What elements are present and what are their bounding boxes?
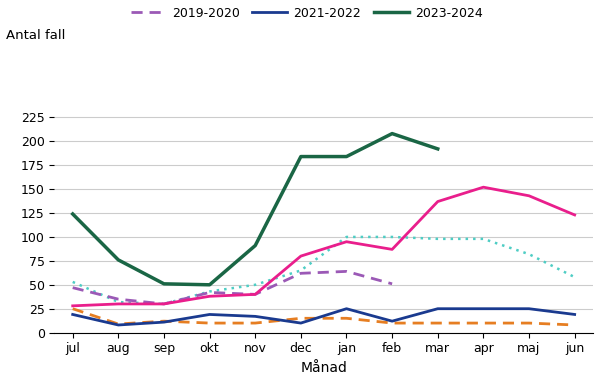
2022-2023 [434, 199, 442, 204]
2019-2020 [297, 271, 304, 276]
2020-2021 [69, 307, 76, 311]
Line: 2019-2020: 2019-2020 [73, 271, 392, 304]
2021-2022 [206, 312, 213, 317]
2022-2023 [480, 185, 487, 189]
2023-2024 [297, 154, 304, 159]
2018-2019 [252, 282, 259, 287]
2020-2021 [115, 322, 122, 326]
2022-2023 [69, 304, 76, 308]
2019-2020 [160, 302, 168, 306]
2023-2024 [69, 212, 76, 216]
2022-2023 [252, 292, 259, 297]
2023-2024 [434, 147, 442, 151]
2022-2023 [160, 302, 168, 306]
2019-2020 [69, 285, 76, 290]
2022-2023 [525, 194, 532, 198]
2018-2019 [343, 235, 350, 239]
2021-2022 [160, 320, 168, 324]
2019-2020 [206, 290, 213, 295]
2021-2022 [297, 321, 304, 325]
2022-2023 [115, 302, 122, 306]
2020-2021 [434, 321, 442, 325]
2021-2022 [343, 307, 350, 311]
Text: Antal fall: Antal fall [6, 29, 65, 42]
2021-2022 [480, 307, 487, 311]
2021-2022 [69, 312, 76, 317]
Legend: 2018-2019, 2019-2020, 2020-2021, 2021-2022, 2022-2023, 2023-2024: 2018-2019, 2019-2020, 2020-2021, 2021-20… [131, 0, 483, 20]
2021-2022 [525, 307, 532, 311]
2018-2019 [388, 235, 396, 239]
2020-2021 [160, 319, 168, 324]
2018-2019 [525, 252, 532, 256]
2018-2019 [571, 275, 578, 279]
2018-2019 [480, 237, 487, 241]
2020-2021 [252, 321, 259, 325]
2021-2022 [252, 314, 259, 319]
2020-2021 [525, 321, 532, 325]
2020-2021 [297, 316, 304, 321]
Line: 2021-2022: 2021-2022 [73, 309, 575, 325]
2020-2021 [388, 321, 396, 325]
2018-2019 [297, 268, 304, 273]
2023-2024 [160, 282, 168, 286]
Line: 2018-2019: 2018-2019 [73, 237, 575, 304]
2019-2020 [343, 269, 350, 274]
2022-2023 [297, 254, 304, 258]
2018-2019 [69, 280, 76, 284]
X-axis label: Månad: Månad [300, 361, 347, 375]
2022-2023 [571, 213, 578, 217]
2023-2024 [206, 282, 213, 287]
2021-2022 [388, 319, 396, 324]
2019-2020 [252, 292, 259, 297]
2023-2024 [252, 243, 259, 248]
2021-2022 [115, 323, 122, 327]
2020-2021 [206, 321, 213, 325]
2022-2023 [388, 247, 396, 252]
Line: 2022-2023: 2022-2023 [73, 187, 575, 306]
2019-2020 [388, 282, 396, 286]
2022-2023 [206, 294, 213, 299]
2020-2021 [571, 323, 578, 327]
2021-2022 [571, 312, 578, 317]
2018-2019 [115, 300, 122, 304]
2018-2019 [434, 237, 442, 241]
2020-2021 [480, 321, 487, 325]
2018-2019 [206, 289, 213, 294]
2023-2024 [115, 258, 122, 262]
2021-2022 [434, 307, 442, 311]
2020-2021 [343, 316, 350, 321]
Line: 2023-2024: 2023-2024 [73, 133, 438, 285]
2023-2024 [343, 154, 350, 159]
2022-2023 [343, 239, 350, 244]
Line: 2020-2021: 2020-2021 [73, 309, 575, 325]
2023-2024 [388, 131, 396, 136]
2018-2019 [160, 302, 168, 306]
2019-2020 [115, 297, 122, 301]
